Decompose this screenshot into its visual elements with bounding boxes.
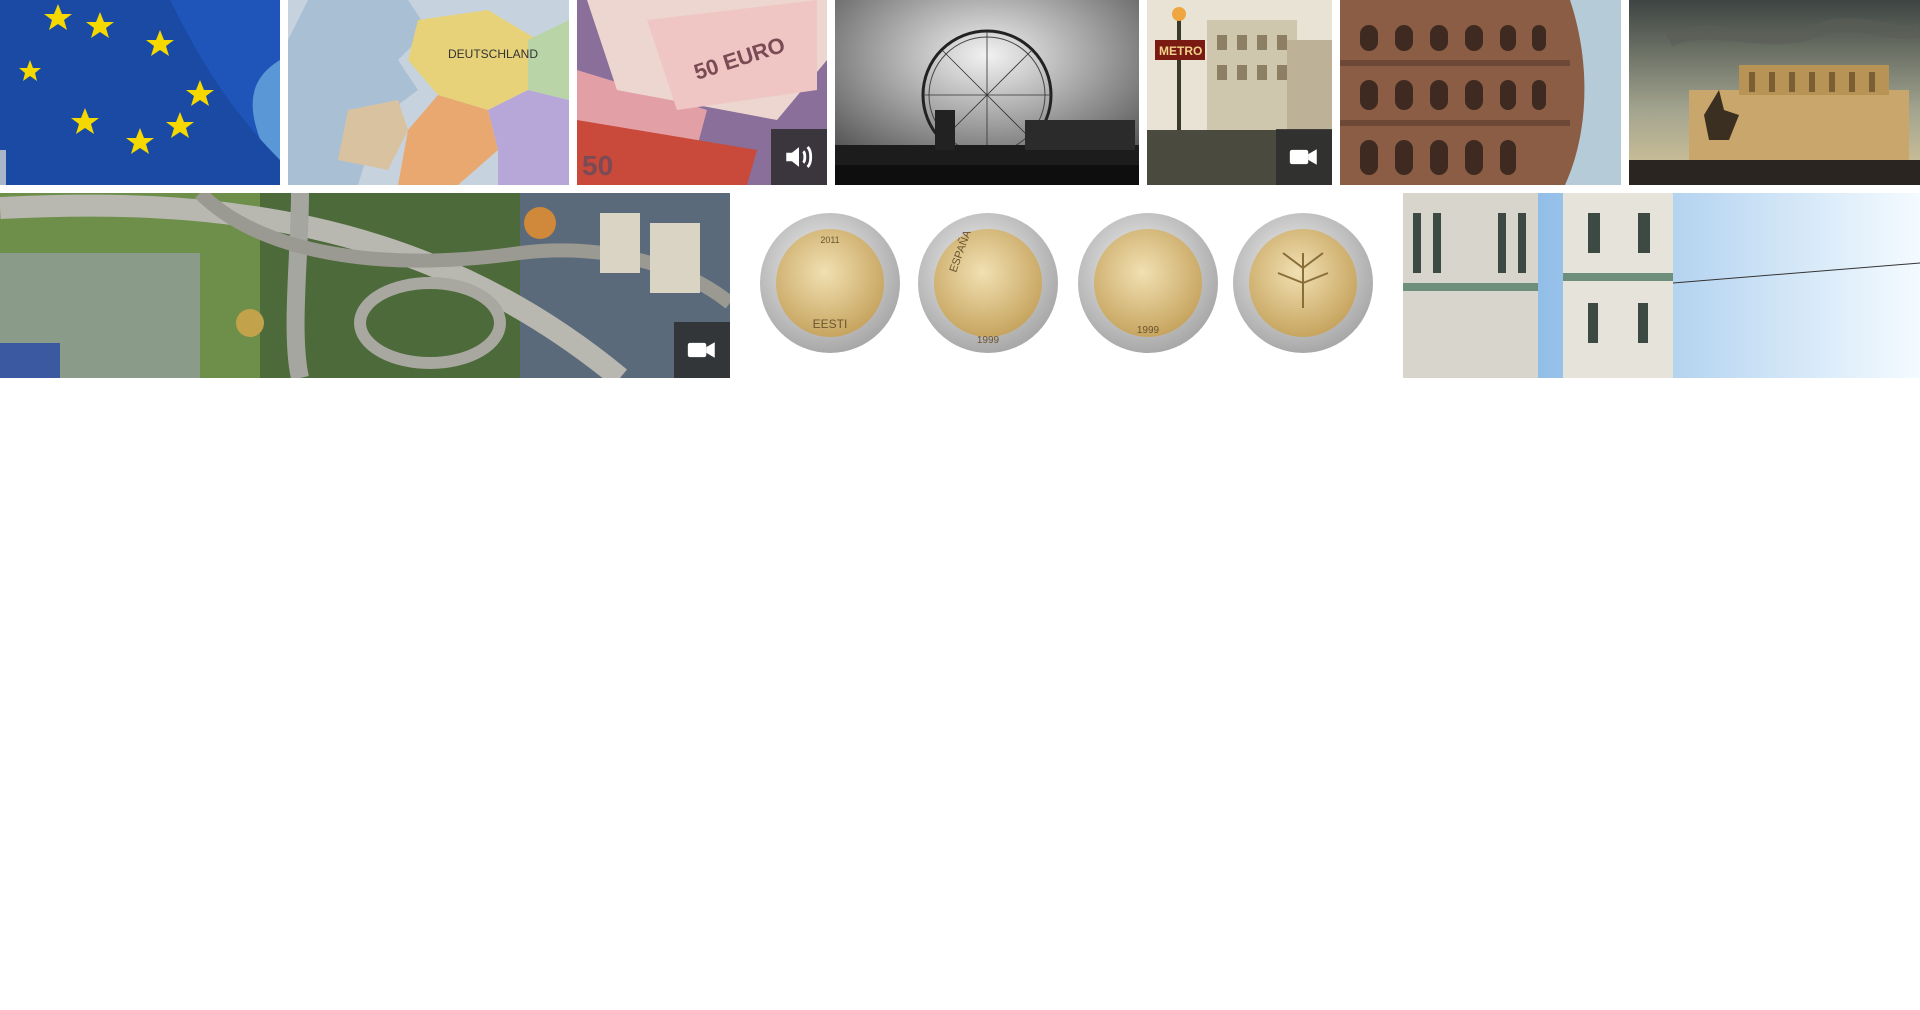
euro-coins-image: EESTI 2011 ESPAÑA 1999 1999 <box>738 193 1395 378</box>
aerial-highway-image <box>0 193 730 378</box>
tile-euro-coins[interactable]: EESTI 2011 ESPAÑA 1999 1999 <box>738 193 1395 378</box>
tile-colosseum[interactable] <box>1340 0 1621 185</box>
europe-map-image: DEUTSCHLAND <box>288 0 569 185</box>
tile-london-eye[interactable] <box>835 0 1139 185</box>
tile-europe-map[interactable]: DEUTSCHLAND <box>288 0 569 185</box>
image-gallery: DEUTSCHLAND 50 EURO 50 <box>0 0 1920 380</box>
video-camera-icon <box>1287 140 1321 174</box>
florence-cathedral-image <box>1403 193 1920 378</box>
tile-euro-banknotes[interactable]: 50 EURO 50 <box>577 0 827 185</box>
colosseum-image <box>1340 0 1621 185</box>
tile-eu-flag[interactable] <box>0 0 280 185</box>
video-camera-icon <box>685 333 719 367</box>
coin-spain: ESPAÑA 1999 <box>918 213 1058 353</box>
video-badge[interactable] <box>1276 129 1332 185</box>
tile-vittoriano[interactable] <box>1629 0 1920 185</box>
metro-sign: METRO <box>1159 44 1202 58</box>
london-eye-image <box>835 0 1139 185</box>
coin-year-eesti: 2011 <box>820 235 839 245</box>
audio-badge[interactable] <box>771 129 827 185</box>
coin-france <box>1233 213 1373 353</box>
vittoriano-image <box>1629 0 1920 185</box>
tile-paris-metro[interactable]: METRO <box>1147 0 1332 185</box>
map-country-label: DEUTSCHLAND <box>448 47 538 61</box>
svg-text:50: 50 <box>582 150 613 181</box>
coin-year-finland: 1999 <box>1137 325 1160 336</box>
tile-florence-cathedral[interactable] <box>1403 193 1920 378</box>
coin-label-eesti: EESTI <box>813 317 848 331</box>
speaker-icon <box>782 140 816 174</box>
video-badge[interactable] <box>674 322 730 378</box>
eu-flag-image <box>0 0 280 185</box>
coin-finland: 1999 <box>1078 213 1218 353</box>
coin-estonia: EESTI 2011 <box>760 213 900 353</box>
tile-aerial-highway[interactable] <box>0 193 730 378</box>
coin-year-espana: 1999 <box>977 335 1000 346</box>
